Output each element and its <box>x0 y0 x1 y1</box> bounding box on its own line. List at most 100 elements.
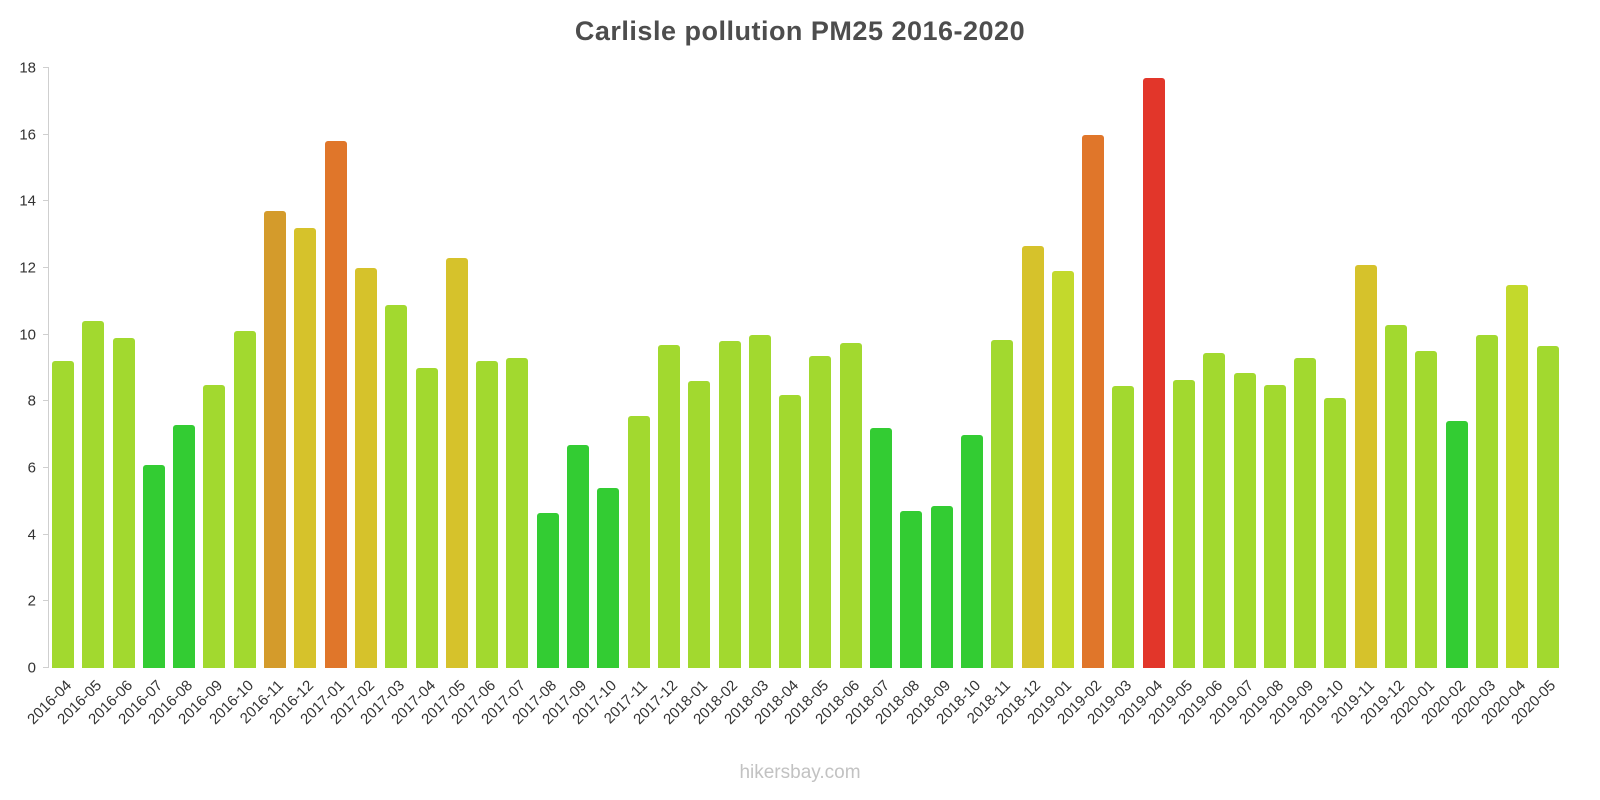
bar-slot: 2018-03 <box>721 68 772 728</box>
bar-2018-09[interactable] <box>930 506 953 668</box>
bar-2020-05[interactable] <box>1536 346 1559 668</box>
bar-slot: 2019-03 <box>1084 68 1135 728</box>
bar-slot: 2017-06 <box>448 68 499 728</box>
bar-slot: 2019-06 <box>1175 68 1226 728</box>
bar-2017-10[interactable] <box>597 488 620 668</box>
bar-slot: 2019-07 <box>1206 68 1257 728</box>
bar-slot: 2017-07 <box>479 68 529 728</box>
y-tick-label: 16 <box>19 126 36 144</box>
bar-slot: 2019-04 <box>1115 68 1166 728</box>
bar-2017-05[interactable] <box>445 258 468 668</box>
bar-2016-11[interactable] <box>264 211 287 668</box>
bar-2018-08[interactable] <box>900 511 923 668</box>
bar-slot: 2017-12 <box>630 68 681 728</box>
plot-area: 2016-04 2016-05 2016-06 2016-07 2016-08 2016-… <box>24 67 1561 728</box>
bar-2020-03[interactable] <box>1475 334 1498 668</box>
y-tick-mark <box>43 600 49 602</box>
bar-slot: 2016-08 <box>145 68 196 728</box>
bar-slot: 2019-02 <box>1054 68 1105 728</box>
bar-2018-02[interactable] <box>718 341 741 668</box>
bar-2019-03[interactable] <box>1112 386 1135 668</box>
bar-2018-10[interactable] <box>960 434 983 668</box>
bar-slot: 2020-03 <box>1448 68 1499 728</box>
bar-slot: 2019-05 <box>1145 68 1196 728</box>
bar-slot: 2016-06 <box>85 68 136 728</box>
bar-2018-12[interactable] <box>1021 246 1044 668</box>
bar-2016-07[interactable] <box>142 464 165 668</box>
bar-slot: 2016-09 <box>176 68 227 728</box>
chart-title: Carlisle pollution PM25 2016-2020 <box>574 16 1026 46</box>
bar-slot: 2016-04 <box>24 68 75 728</box>
bar-2016-04[interactable] <box>52 361 74 668</box>
bar-slot: 2019-09 <box>1266 68 1317 728</box>
bar-slot: 2020-05 <box>1509 68 1560 728</box>
bar-2019-06[interactable] <box>1203 353 1226 668</box>
bar-slot: 2017-10 <box>569 68 620 728</box>
bar-2019-07[interactable] <box>1233 373 1256 668</box>
bar-2016-08[interactable] <box>173 424 196 668</box>
bar-2019-11[interactable] <box>1354 264 1377 668</box>
bar-2018-03[interactable] <box>748 334 771 668</box>
bar-2017-01[interactable] <box>324 141 347 668</box>
bar-2017-11[interactable] <box>627 416 650 668</box>
bar-2017-06[interactable] <box>476 361 499 668</box>
bar-2019-08[interactable] <box>1263 384 1286 668</box>
bar-2018-05[interactable] <box>809 356 832 668</box>
y-tick-label: 12 <box>19 259 36 277</box>
bar-2018-06[interactable] <box>839 343 862 668</box>
bar-2019-04[interactable] <box>1142 78 1165 668</box>
bar-slot: 2017-05 <box>418 68 469 728</box>
bar-2019-01[interactable] <box>1051 271 1074 668</box>
bar-2017-08[interactable] <box>536 513 559 668</box>
bar-2020-01[interactable] <box>1415 351 1438 668</box>
bar-slot: 2020-01 <box>1387 68 1438 728</box>
bar-2020-02[interactable] <box>1445 421 1468 668</box>
bar-2018-07[interactable] <box>870 428 893 668</box>
bar-2016-05[interactable] <box>82 321 105 668</box>
bar-slot: 2019-10 <box>1297 68 1347 728</box>
bar-slot: 2018-06 <box>812 68 863 728</box>
bar-2017-02[interactable] <box>354 268 377 668</box>
bar-2018-01[interactable] <box>688 381 711 668</box>
bar-slot: 2020-04 <box>1478 68 1529 728</box>
bar-2016-09[interactable] <box>203 384 226 668</box>
bar-2020-04[interactable] <box>1506 284 1529 668</box>
y-tick-label: 18 <box>19 59 36 77</box>
bar-2016-06[interactable] <box>112 338 135 668</box>
bar-slot: 2019-08 <box>1236 68 1287 728</box>
y-tick-label: 14 <box>19 192 36 210</box>
bar-2019-10[interactable] <box>1324 398 1347 668</box>
bar-2016-10[interactable] <box>233 331 256 668</box>
bar-slot: 2016-07 <box>115 68 166 728</box>
bar-slot: 2016-12 <box>266 68 317 728</box>
bar-slot: 2018-02 <box>691 68 742 728</box>
bar-2017-03[interactable] <box>385 304 408 668</box>
y-tick-mark <box>43 200 49 202</box>
bar-slot: 2017-04 <box>388 68 439 728</box>
bar-2019-12[interactable] <box>1385 324 1408 668</box>
bar-slot: 2018-08 <box>872 68 923 728</box>
bar-2019-05[interactable] <box>1172 379 1195 668</box>
bar-2019-02[interactable] <box>1082 134 1105 668</box>
bar-2016-12[interactable] <box>294 228 317 668</box>
bar-slot: 2017-01 <box>297 68 348 728</box>
y-tick-mark <box>43 133 49 135</box>
watermark: hikersbay.com <box>739 762 861 783</box>
bar-slot: 2018-11 <box>964 68 1014 727</box>
bar-2017-12[interactable] <box>657 344 680 668</box>
y-tick-mark <box>43 667 49 668</box>
bar-2017-04[interactable] <box>415 368 438 668</box>
bar-2018-11[interactable] <box>991 339 1014 668</box>
bar-slot: 2020-02 <box>1418 68 1469 728</box>
bar-slot: 2017-11 <box>601 68 651 727</box>
bar-slot: 2019-12 <box>1357 68 1408 728</box>
bar-slot: 2018-05 <box>781 68 832 728</box>
y-tick-mark <box>43 533 49 535</box>
bar-series: 2016-04 2016-05 2016-06 2016-07 2016-08 2016-… <box>24 68 1560 728</box>
bar-2017-09[interactable] <box>567 444 590 668</box>
bar-2018-04[interactable] <box>779 394 802 668</box>
bar-2019-09[interactable] <box>1294 358 1317 668</box>
y-tick-mark <box>43 267 49 268</box>
bar-2017-07[interactable] <box>506 358 529 668</box>
bar-slot: 2018-09 <box>903 68 954 728</box>
